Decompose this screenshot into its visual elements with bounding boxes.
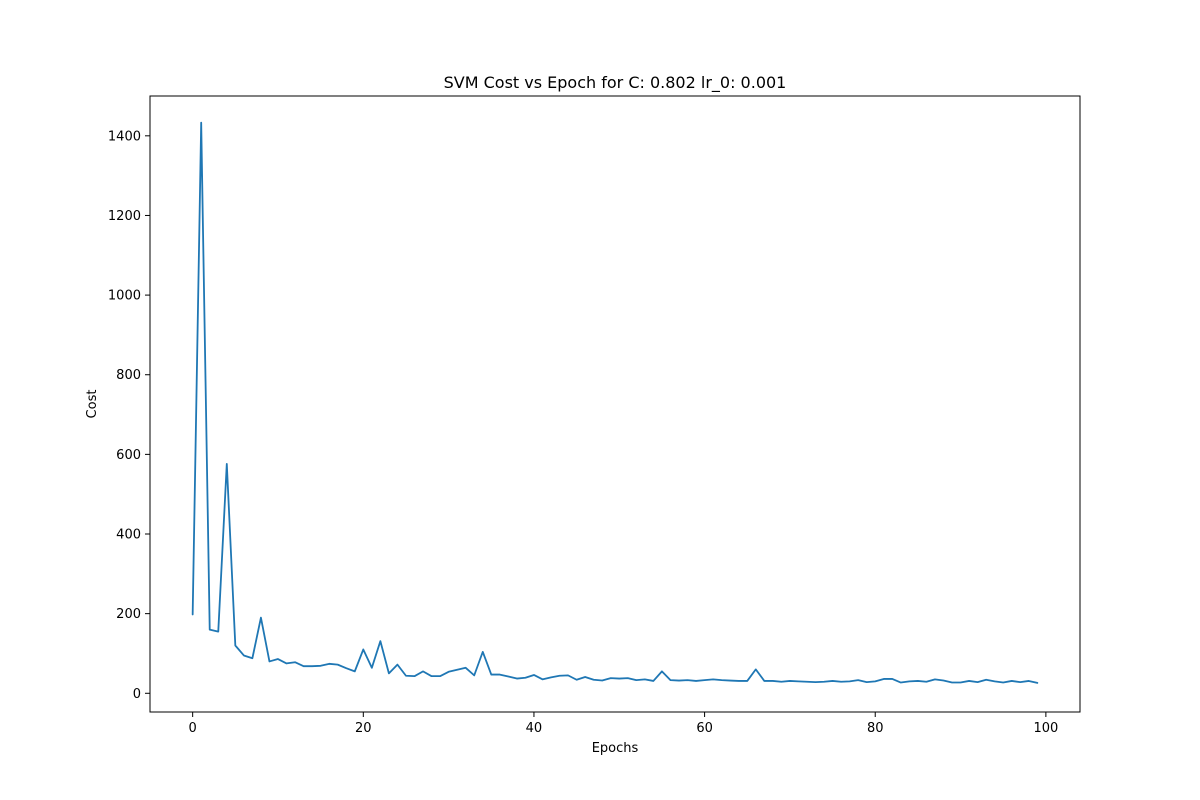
x-tick-label: 20 — [355, 721, 372, 736]
y-tick-label: 200 — [116, 607, 141, 622]
y-axis-label: Cost — [85, 390, 100, 419]
x-tick-label: 40 — [526, 721, 543, 736]
x-tick-label: 0 — [189, 721, 197, 736]
x-tick-label: 100 — [1033, 721, 1058, 736]
plot-frame — [149, 95, 1081, 713]
series-layer — [191, 121, 1039, 684]
y-tick-label: 800 — [116, 368, 141, 383]
x-tick-label: 80 — [867, 721, 884, 736]
x-axis: 0 20 40 60 80 100 — [189, 712, 1058, 736]
y-tick-label: 1200 — [108, 209, 141, 224]
y-tick-label: 400 — [116, 528, 141, 543]
x-tick-label: 60 — [696, 721, 713, 736]
y-tick-label: 1400 — [108, 129, 141, 144]
y-tick-label: 600 — [116, 448, 141, 463]
series-line-cost — [191, 121, 1039, 684]
y-tick-label: 0 — [133, 687, 141, 702]
y-axis: 0 200 400 600 800 1000 1200 1400 — [108, 129, 150, 702]
chart-title: SVM Cost vs Epoch for C: 0.802 lr_0: 0.0… — [444, 73, 787, 93]
y-tick-label: 1000 — [108, 289, 141, 304]
x-axis-label: Epochs — [592, 741, 639, 756]
